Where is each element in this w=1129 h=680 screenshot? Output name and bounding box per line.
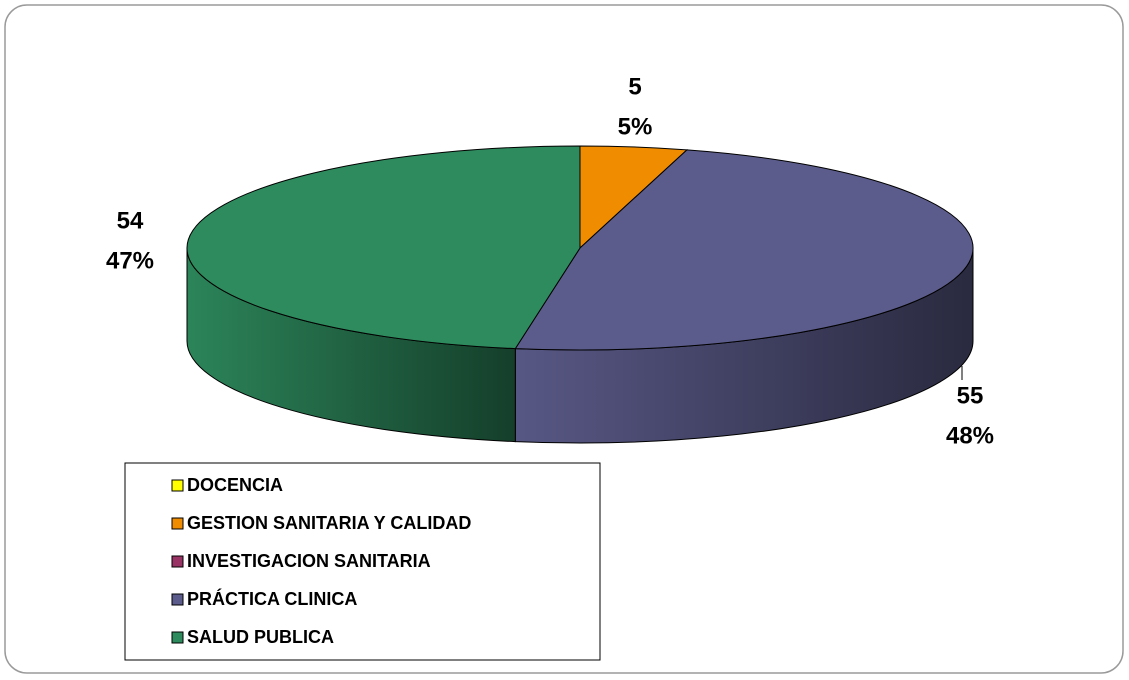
legend-swatch: [171, 479, 184, 492]
slice: [186, 145, 581, 350]
labels: 5 5% 55 48% 54 47% DOCENCIA GESTION SANITARIA Y…: [106, 73, 994, 646]
legend-label: PRÁCTICA CLINICA: [187, 588, 357, 609]
legend-swatch: [171, 517, 184, 530]
legend-label: SALUD PUBLICA: [187, 627, 334, 647]
legend-label: GESTION SANITARIA Y CALIDAD: [187, 513, 471, 533]
data-label-value: 54: [117, 207, 144, 234]
legend-label: INVESTIGACION SANITARIA: [187, 551, 431, 571]
slice-side-shade: [187, 248, 516, 442]
slice: [514, 149, 974, 351]
legend-label: DOCENCIA: [187, 475, 283, 495]
data-label-value: 55: [957, 382, 984, 409]
legend: [124, 462, 601, 661]
data-label-value: 5: [628, 73, 641, 100]
legend-swatch: [171, 593, 184, 606]
legend-swatch: [171, 555, 184, 568]
pie: [186, 145, 974, 444]
data-label-percent: 48%: [946, 422, 994, 449]
slice-side-shade: [515, 248, 973, 443]
legend-swatch: [171, 631, 184, 644]
data-label-percent: 47%: [106, 247, 154, 274]
data-label-percent: 5%: [618, 113, 653, 140]
